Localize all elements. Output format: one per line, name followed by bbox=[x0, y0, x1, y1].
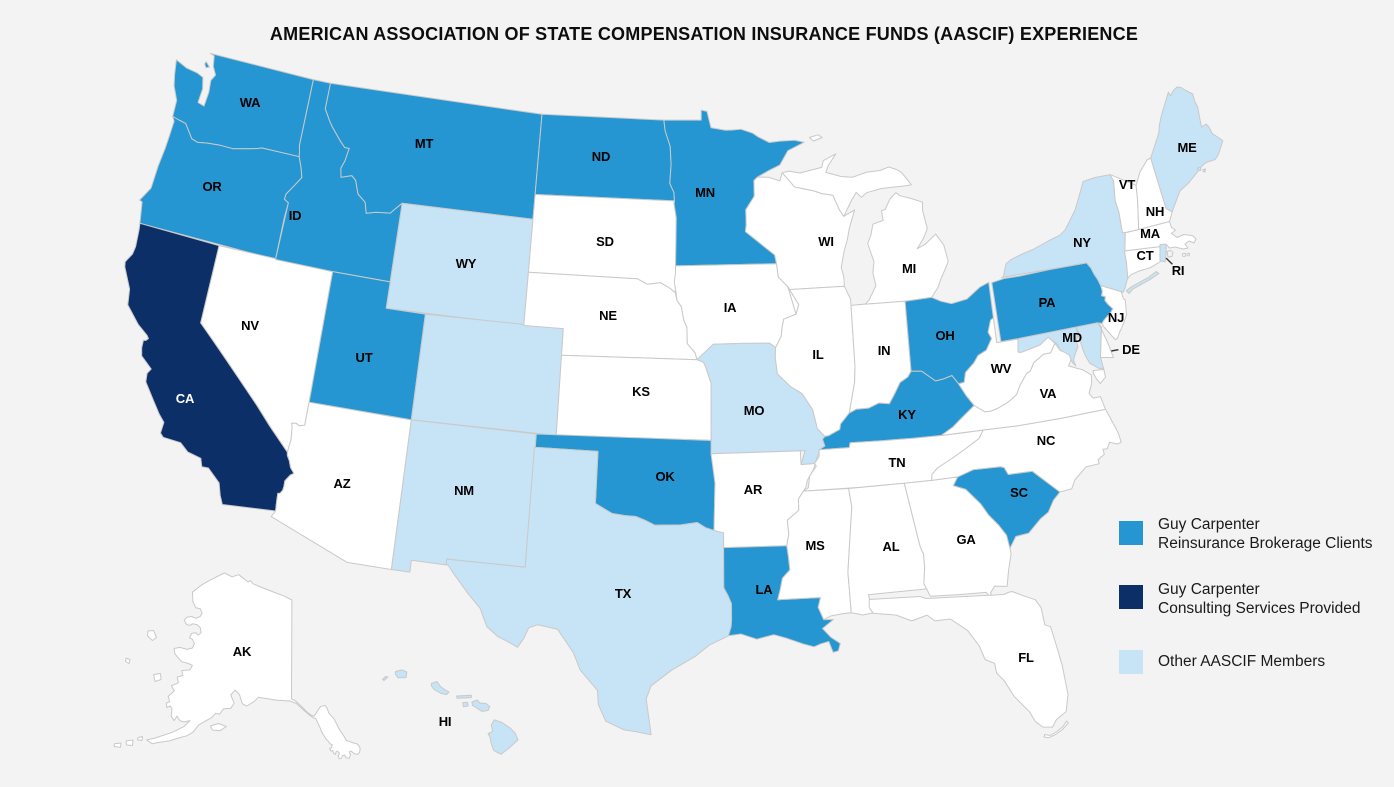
svg-text:WA: WA bbox=[240, 95, 261, 110]
svg-text:MS: MS bbox=[805, 538, 825, 553]
svg-text:ME: ME bbox=[1177, 140, 1197, 155]
svg-text:IA: IA bbox=[724, 300, 737, 315]
svg-text:AR: AR bbox=[744, 482, 763, 497]
svg-text:NC: NC bbox=[1037, 433, 1056, 448]
svg-text:WY: WY bbox=[456, 256, 477, 271]
svg-text:TX: TX bbox=[615, 586, 632, 601]
svg-text:NY: NY bbox=[1073, 235, 1091, 250]
svg-text:NE: NE bbox=[599, 308, 617, 323]
svg-text:MT: MT bbox=[415, 136, 434, 151]
svg-text:FL: FL bbox=[1018, 650, 1034, 665]
svg-text:VT: VT bbox=[1119, 177, 1135, 192]
svg-text:GA: GA bbox=[956, 532, 976, 547]
svg-text:MA: MA bbox=[1140, 226, 1161, 241]
svg-text:MN: MN bbox=[695, 185, 715, 200]
svg-text:PA: PA bbox=[1039, 295, 1057, 310]
svg-text:LA: LA bbox=[756, 582, 774, 597]
svg-text:MI: MI bbox=[902, 261, 916, 276]
svg-text:UT: UT bbox=[356, 350, 373, 365]
svg-text:MO: MO bbox=[744, 403, 765, 418]
svg-text:HI: HI bbox=[439, 714, 452, 729]
svg-text:VA: VA bbox=[1040, 386, 1058, 401]
svg-text:SD: SD bbox=[596, 234, 614, 249]
svg-text:KY: KY bbox=[898, 407, 916, 422]
svg-text:SC: SC bbox=[1010, 485, 1028, 500]
svg-text:NH: NH bbox=[1146, 204, 1164, 219]
svg-text:KS: KS bbox=[632, 384, 650, 399]
svg-text:TN: TN bbox=[889, 455, 906, 470]
svg-text:IL: IL bbox=[812, 347, 823, 362]
svg-text:OR: OR bbox=[202, 179, 222, 194]
svg-text:AZ: AZ bbox=[334, 476, 351, 491]
svg-text:RI: RI bbox=[1172, 263, 1185, 278]
svg-text:CT: CT bbox=[1137, 248, 1154, 263]
svg-text:NJ: NJ bbox=[1108, 310, 1124, 325]
svg-text:NV: NV bbox=[241, 318, 259, 333]
svg-text:OK: OK bbox=[655, 469, 675, 484]
svg-text:NM: NM bbox=[454, 483, 474, 498]
svg-text:DE: DE bbox=[1122, 342, 1140, 357]
svg-text:IN: IN bbox=[878, 343, 891, 358]
svg-text:ND: ND bbox=[592, 149, 610, 164]
svg-text:ID: ID bbox=[289, 208, 302, 223]
svg-text:CA: CA bbox=[176, 391, 195, 406]
svg-text:AL: AL bbox=[883, 539, 900, 554]
svg-text:OH: OH bbox=[935, 328, 954, 343]
svg-text:MD: MD bbox=[1062, 330, 1082, 345]
svg-text:WV: WV bbox=[991, 361, 1012, 376]
svg-text:WI: WI bbox=[818, 234, 833, 249]
svg-text:AK: AK bbox=[233, 644, 252, 659]
